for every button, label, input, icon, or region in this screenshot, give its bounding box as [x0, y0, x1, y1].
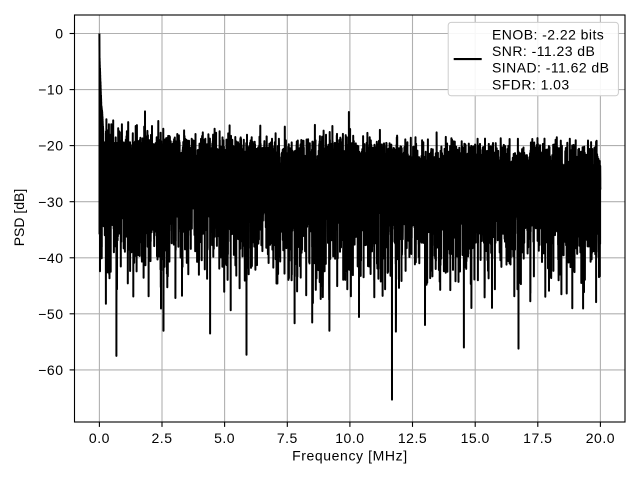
- svg-text:Frequency [MHz]: Frequency [MHz]: [292, 448, 408, 464]
- svg-text:−60: −60: [38, 362, 63, 378]
- svg-text:2.5: 2.5: [152, 430, 173, 446]
- svg-text:SFDR: 1.03: SFDR: 1.03: [492, 76, 570, 92]
- svg-text:−10: −10: [38, 82, 63, 98]
- svg-text:12.5: 12.5: [398, 430, 427, 446]
- svg-text:10.0: 10.0: [335, 430, 364, 446]
- svg-text:15.0: 15.0: [461, 430, 490, 446]
- svg-text:PSD [dB]: PSD [dB]: [11, 189, 27, 247]
- svg-text:SNR: -11.23 dB: SNR: -11.23 dB: [492, 43, 595, 59]
- svg-text:−50: −50: [38, 306, 63, 322]
- svg-text:−20: −20: [38, 138, 63, 154]
- svg-text:20.0: 20.0: [586, 430, 615, 446]
- svg-text:0: 0: [55, 26, 63, 42]
- svg-text:−40: −40: [38, 250, 63, 266]
- svg-text:SINAD: -11.62 dB: SINAD: -11.62 dB: [492, 60, 609, 76]
- svg-text:7.5: 7.5: [277, 430, 298, 446]
- svg-text:17.5: 17.5: [523, 430, 552, 446]
- svg-text:5.0: 5.0: [214, 430, 235, 446]
- svg-text:0.0: 0.0: [89, 430, 110, 446]
- svg-text:−30: −30: [38, 194, 63, 210]
- svg-text:ENOB: -2.22 bits: ENOB: -2.22 bits: [492, 26, 604, 42]
